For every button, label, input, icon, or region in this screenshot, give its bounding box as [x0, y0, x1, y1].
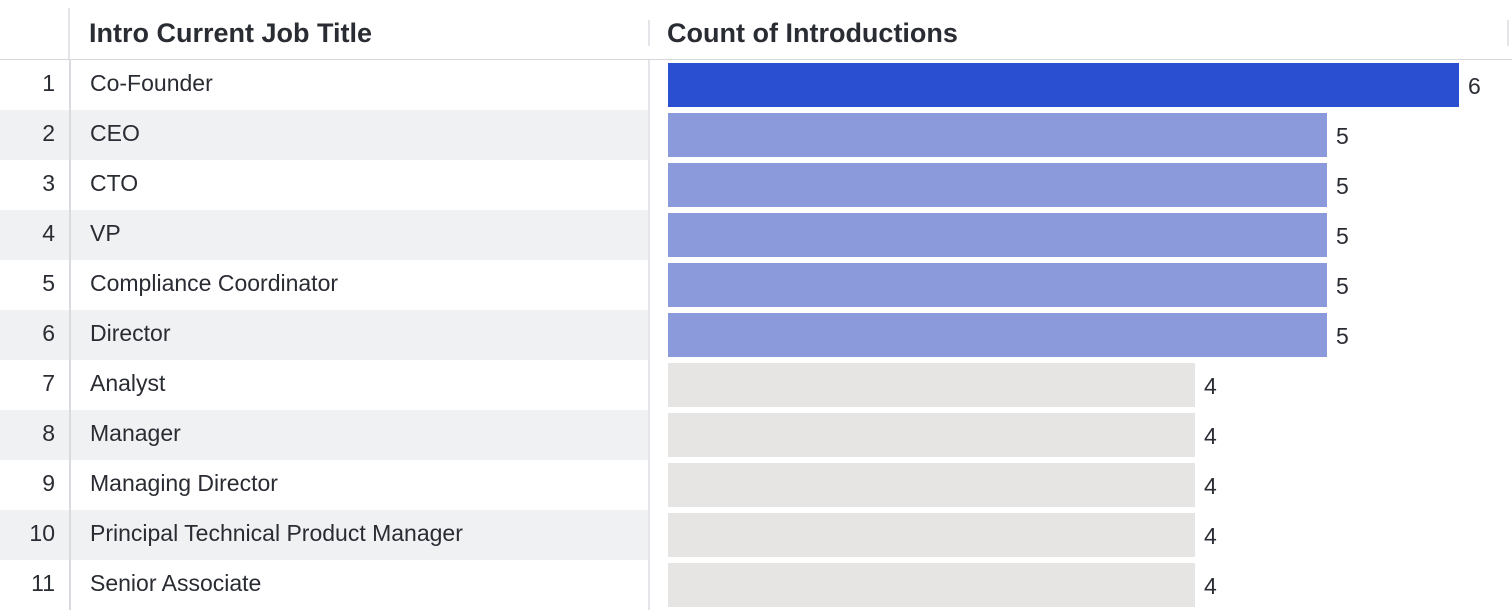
count-cell: 4 — [650, 360, 1512, 410]
table-row[interactable]: 2 CEO 5 — [0, 110, 1512, 160]
count-value-label: 6 — [1468, 73, 1481, 99]
column-divider — [648, 60, 650, 110]
job-title-cell: Analyst — [90, 370, 166, 396]
row-index-divider — [69, 260, 71, 310]
count-value-label: 5 — [1336, 273, 1349, 299]
table-row[interactable]: 10 Principal Technical Product Manager 4 — [0, 510, 1512, 560]
column-divider — [648, 310, 650, 360]
table-header: Intro Current Job Title Count of Introdu… — [0, 8, 1512, 60]
count-bar — [668, 213, 1327, 257]
row-index: 4 — [42, 220, 55, 246]
row-index: 11 — [31, 570, 55, 596]
job-title-cell: Director — [90, 320, 171, 346]
count-cell: 4 — [650, 510, 1512, 560]
count-cell: 4 — [650, 460, 1512, 510]
column-divider — [648, 410, 650, 460]
row-index-divider — [69, 360, 71, 410]
column-resize-handle[interactable] — [1507, 20, 1509, 46]
row-index: 3 — [42, 170, 55, 196]
table-row[interactable]: 4 VP 5 — [0, 210, 1512, 260]
row-index: 10 — [29, 520, 55, 546]
row-index-divider — [69, 160, 71, 210]
count-cell: 6 — [650, 60, 1512, 110]
job-title-cell: Manager — [90, 420, 181, 446]
count-bar — [668, 113, 1327, 157]
column-divider — [648, 360, 650, 410]
row-index-divider — [69, 310, 71, 360]
column-divider — [648, 510, 650, 560]
table-row[interactable]: 5 Compliance Coordinator 5 — [0, 260, 1512, 310]
count-bar — [668, 463, 1195, 507]
count-cell: 5 — [650, 210, 1512, 260]
column-divider — [648, 560, 650, 610]
job-title-cell: Co-Founder — [90, 70, 213, 96]
column-header-count[interactable]: Count of Introductions — [667, 18, 958, 48]
count-value-label: 4 — [1204, 373, 1217, 399]
count-value-label: 4 — [1204, 573, 1217, 599]
column-divider — [648, 260, 650, 310]
count-cell: 5 — [650, 160, 1512, 210]
job-title-cell: CTO — [90, 170, 139, 196]
row-index: 6 — [42, 320, 55, 346]
row-index-divider — [69, 210, 71, 260]
count-cell: 5 — [650, 260, 1512, 310]
column-resize-handle[interactable] — [648, 20, 650, 46]
count-value-label: 5 — [1336, 173, 1349, 199]
count-bar — [668, 63, 1459, 107]
count-value-label: 5 — [1336, 223, 1349, 249]
table-row[interactable]: 8 Manager 4 — [0, 410, 1512, 460]
row-index-divider — [69, 410, 71, 460]
column-divider — [648, 160, 650, 210]
table-body: 1 Co-Founder 6 2 CEO 5 3 CTO 5 4 VP 5 5 Compliance Co… — [0, 60, 1512, 616]
column-divider — [648, 460, 650, 510]
row-index: 8 — [42, 420, 55, 446]
count-bar — [668, 313, 1327, 357]
count-value-label: 4 — [1204, 473, 1217, 499]
row-index: 9 — [42, 470, 55, 496]
count-bar — [668, 513, 1195, 557]
count-cell: 5 — [650, 310, 1512, 360]
count-bar — [668, 163, 1327, 207]
row-index-divider — [69, 510, 71, 560]
row-index: 1 — [42, 70, 55, 96]
column-header-job-title[interactable]: Intro Current Job Title — [89, 18, 373, 48]
row-index-divider — [69, 560, 71, 610]
count-cell: 5 — [650, 110, 1512, 160]
count-value-label: 4 — [1204, 423, 1217, 449]
row-index-divider — [69, 110, 71, 160]
count-bar — [668, 263, 1327, 307]
row-index-divider — [69, 460, 71, 510]
count-bar — [668, 413, 1195, 457]
index-column-header — [0, 8, 70, 59]
table-row[interactable]: 9 Managing Director 4 — [0, 460, 1512, 510]
table-row[interactable]: 11 Senior Associate 4 — [0, 560, 1512, 610]
row-index: 5 — [42, 270, 55, 296]
row-index: 7 — [42, 370, 55, 396]
job-title-cell: VP — [90, 220, 121, 246]
column-divider — [648, 110, 650, 160]
count-cell: 4 — [650, 560, 1512, 610]
job-title-cell: Senior Associate — [90, 570, 262, 596]
job-title-cell: Managing Director — [90, 470, 278, 496]
count-value-label: 4 — [1204, 523, 1217, 549]
column-divider — [648, 210, 650, 260]
table-row[interactable]: 6 Director 5 — [0, 310, 1512, 360]
job-title-cell: CEO — [90, 120, 140, 146]
row-index: 2 — [42, 120, 55, 146]
count-bar — [668, 563, 1195, 607]
table-row[interactable]: 1 Co-Founder 6 — [0, 60, 1512, 110]
count-value-label: 5 — [1336, 323, 1349, 349]
table-row[interactable]: 3 CTO 5 — [0, 160, 1512, 210]
job-title-cell: Principal Technical Product Manager — [90, 520, 463, 546]
row-index-divider — [69, 60, 71, 110]
table-row[interactable]: 7 Analyst 4 — [0, 360, 1512, 410]
count-cell: 4 — [650, 410, 1512, 460]
job-title-cell: Compliance Coordinator — [90, 270, 339, 296]
count-bar — [668, 363, 1195, 407]
count-value-label: 5 — [1336, 123, 1349, 149]
